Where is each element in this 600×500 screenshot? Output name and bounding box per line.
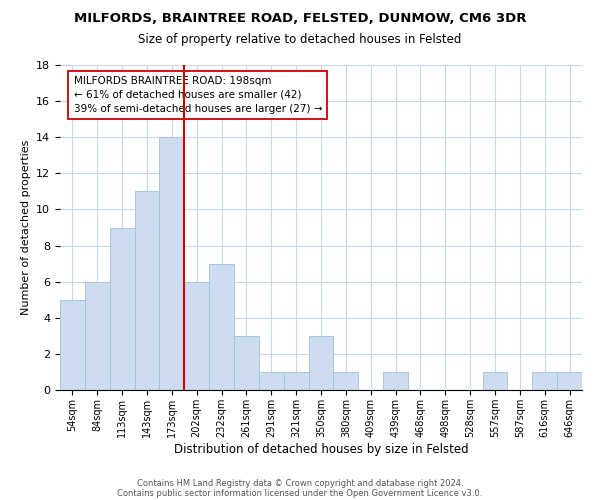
Bar	[160, 137, 184, 390]
Bar	[234, 336, 259, 390]
Bar	[557, 372, 582, 390]
Text: Contains public sector information licensed under the Open Government Licence v3: Contains public sector information licen…	[118, 488, 482, 498]
Bar	[308, 336, 334, 390]
Bar	[259, 372, 284, 390]
X-axis label: Distribution of detached houses by size in Felsted: Distribution of detached houses by size …	[173, 442, 469, 456]
Bar	[184, 282, 209, 390]
Bar	[110, 228, 134, 390]
Bar	[85, 282, 110, 390]
Bar	[334, 372, 358, 390]
Bar	[532, 372, 557, 390]
Y-axis label: Number of detached properties: Number of detached properties	[20, 140, 31, 315]
Bar	[482, 372, 508, 390]
Bar	[209, 264, 234, 390]
Text: MILFORDS BRAINTREE ROAD: 198sqm
← 61% of detached houses are smaller (42)
39% of: MILFORDS BRAINTREE ROAD: 198sqm ← 61% of…	[74, 76, 322, 114]
Bar	[284, 372, 308, 390]
Bar	[60, 300, 85, 390]
Text: MILFORDS, BRAINTREE ROAD, FELSTED, DUNMOW, CM6 3DR: MILFORDS, BRAINTREE ROAD, FELSTED, DUNMO…	[74, 12, 526, 26]
Bar	[134, 192, 160, 390]
Text: Contains HM Land Registry data © Crown copyright and database right 2024.: Contains HM Land Registry data © Crown c…	[137, 478, 463, 488]
Text: Size of property relative to detached houses in Felsted: Size of property relative to detached ho…	[139, 32, 461, 46]
Bar	[383, 372, 408, 390]
